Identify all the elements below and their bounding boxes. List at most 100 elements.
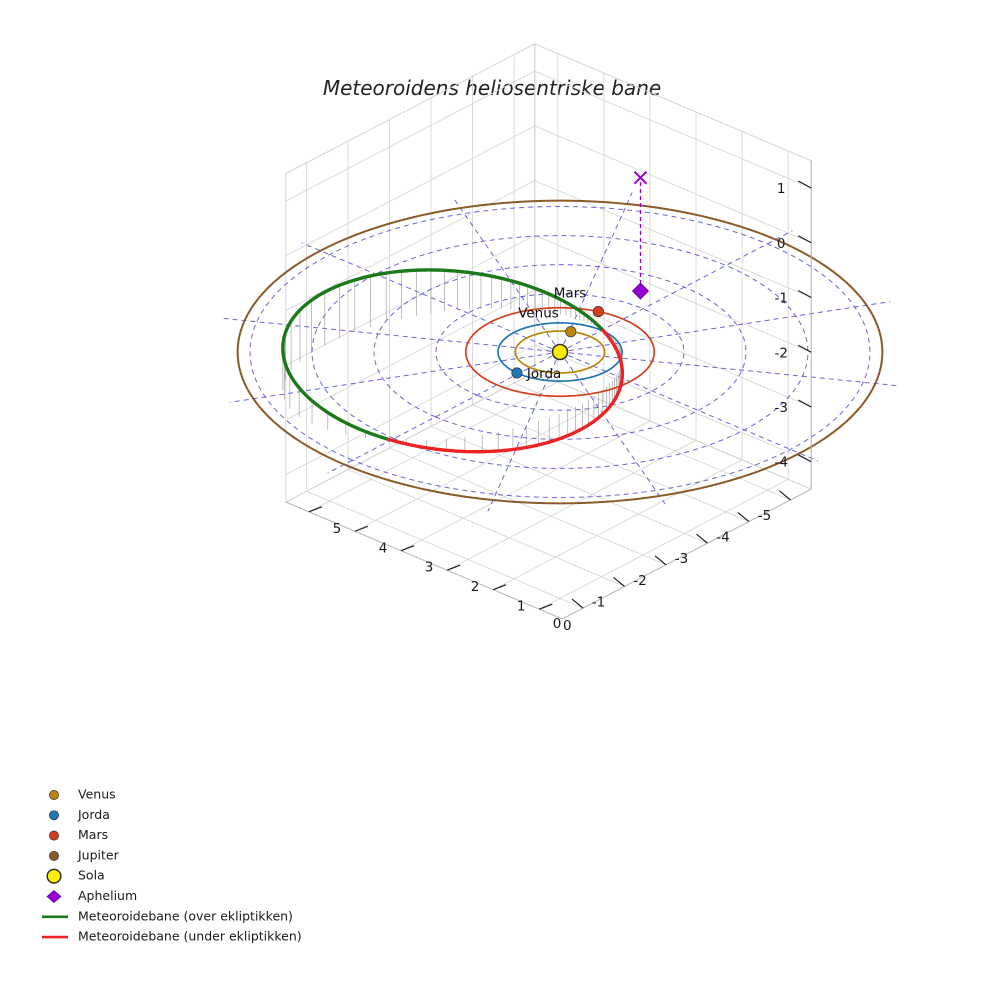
aphelion-group — [631, 170, 650, 300]
legend-marker-dot — [49, 830, 59, 841]
floor-grid-line — [354, 401, 605, 532]
planet-orbits — [236, 199, 884, 505]
x-tick-3-tick — [696, 533, 708, 544]
polar-spoke — [327, 351, 561, 474]
wall-grid-line — [285, 344, 535, 476]
legend-marker-dot — [49, 790, 59, 800]
legend-label-text: Aphelium — [78, 888, 137, 903]
polar-spoke — [452, 196, 561, 353]
z-tick-0-tick — [797, 180, 812, 189]
axis-tick-labels: 0 -1 -2 -3 -4 -5 0 1 2 3 4 5 1 0 -1 -2 -3 -4 — [333, 181, 788, 634]
x-tick-2-label: -2 — [633, 573, 646, 589]
legend-item-meteoroidebane-over-ekliptikken[interactable]: Meteoroidebane (over ekliptikken) — [42, 908, 293, 923]
wall-grid-line — [534, 125, 812, 244]
pane-wall-y — [285, 43, 536, 503]
meteoroid-above-ecliptic — [281, 268, 605, 441]
wall-grid-line — [285, 235, 535, 366]
floor-outline — [284, 371, 812, 620]
x-tick-1-tick — [613, 576, 625, 587]
legend-item-mars[interactable]: Mars — [49, 827, 108, 842]
legend-item-jupiter[interactable]: Jupiter — [49, 847, 120, 862]
legend-item-meteoroidebane-under-ekliptikken[interactable]: Meteoroidebane (under ekliptikken) — [42, 929, 302, 944]
legend-label-text: Jorda — [77, 807, 110, 822]
legend-label-text: Meteoroidebane (under ekliptikken) — [78, 929, 302, 944]
floor-grid-line — [308, 381, 558, 513]
y-tick-1-tick — [492, 584, 507, 591]
z-tick-3-tick — [797, 344, 812, 353]
x-tick-4-tick — [737, 512, 750, 523]
y-tick-4-tick — [354, 525, 369, 532]
legend-label-text: Venus — [78, 787, 116, 802]
sun-marker — [551, 343, 569, 361]
legend-label-text: Meteoroidebane (over ekliptikken) — [78, 908, 293, 923]
z-tick-2-label: -1 — [774, 291, 787, 307]
z-tick-1-tick — [797, 235, 812, 244]
floor-grid-line — [389, 447, 667, 566]
legend-item-aphelium[interactable]: Aphelium — [46, 888, 137, 903]
y-tick-5-tick — [308, 506, 323, 513]
legend[interactable]: Venus Jorda Mars Jupiter Sola Aphelium Meteoro… — [42, 787, 302, 944]
wall-grid-line — [285, 70, 535, 202]
z-tick-3-label: -2 — [774, 345, 787, 361]
wall-grid-line — [285, 180, 535, 311]
z-tick-5-tick — [797, 454, 812, 463]
z-tick-4-label: -3 — [774, 400, 787, 416]
legend-marker-diamond — [46, 890, 62, 903]
floor-grid-line — [513, 382, 791, 501]
meteoroid-orbit — [281, 268, 625, 454]
x-tick-0-tick — [571, 598, 584, 609]
wall-grid-line — [534, 70, 812, 189]
wall-x-outline — [534, 43, 812, 490]
z-tick-0-label: 1 — [777, 181, 786, 197]
wall-grid-line — [285, 289, 535, 421]
wall-y-outline — [285, 43, 536, 503]
x-tick-4-label: -4 — [716, 530, 729, 546]
y-axis-line — [285, 501, 563, 620]
body-label-jorda: Jorda — [526, 366, 561, 382]
legend-marker-sun — [46, 868, 62, 884]
pane-wall-x — [534, 43, 812, 490]
z-tick-5-label: -4 — [774, 455, 787, 471]
z-tick-1-label: 0 — [777, 236, 786, 252]
x-tick-1-label: -1 — [592, 594, 605, 610]
y-tick-0-label: 0 — [563, 618, 572, 634]
aphelion-diamond-marker — [631, 282, 650, 300]
wall-grid-line — [534, 180, 812, 298]
body-label-venus: Venus — [518, 306, 559, 322]
axis-lines — [285, 160, 812, 620]
y-tick-2-label: 2 — [471, 579, 480, 595]
polar-spoke — [559, 351, 819, 462]
x-tick-3-label: -3 — [675, 551, 688, 567]
floor-grid-line — [306, 490, 584, 609]
polar-spoke — [220, 317, 561, 353]
z-tick-2-tick — [797, 289, 812, 299]
x-axis-line — [562, 488, 812, 620]
legend-label-text: Jupiter — [77, 847, 120, 862]
ascending-node-x-marker — [633, 170, 648, 185]
polar-spoke — [559, 230, 793, 353]
floor-grid-line — [347, 469, 625, 587]
legend-item-sola[interactable]: Sola — [46, 868, 105, 884]
polar-spoke — [559, 301, 891, 353]
y-tick-5-label: 5 — [333, 521, 342, 537]
legend-label-text: Mars — [78, 827, 108, 842]
x-tick-0-label: 0 — [553, 616, 562, 632]
legend-marker-dot — [49, 810, 59, 821]
orbit-venus — [514, 330, 606, 374]
legend-marker-dot — [49, 850, 59, 861]
body-annotations: Mars Venus Jorda — [518, 286, 586, 382]
wall-grid-line — [534, 234, 812, 353]
orbit-mars — [464, 306, 656, 398]
polar-spoke — [487, 351, 561, 512]
x-tick-5-tick — [779, 490, 791, 501]
body-markers — [511, 306, 604, 379]
wall-grid-line — [285, 125, 535, 257]
y-tick-1-label: 1 — [517, 599, 526, 615]
legend-label-text: Sola — [78, 868, 105, 883]
polar-circle — [249, 205, 871, 499]
legend-item-venus[interactable]: Venus — [49, 787, 116, 802]
y-tick-3-tick — [400, 545, 415, 552]
polar-spoke — [559, 351, 900, 387]
legend-item-jorda[interactable]: Jorda — [49, 807, 110, 822]
